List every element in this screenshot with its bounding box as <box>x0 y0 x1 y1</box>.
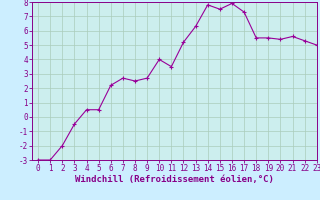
X-axis label: Windchill (Refroidissement éolien,°C): Windchill (Refroidissement éolien,°C) <box>75 175 274 184</box>
